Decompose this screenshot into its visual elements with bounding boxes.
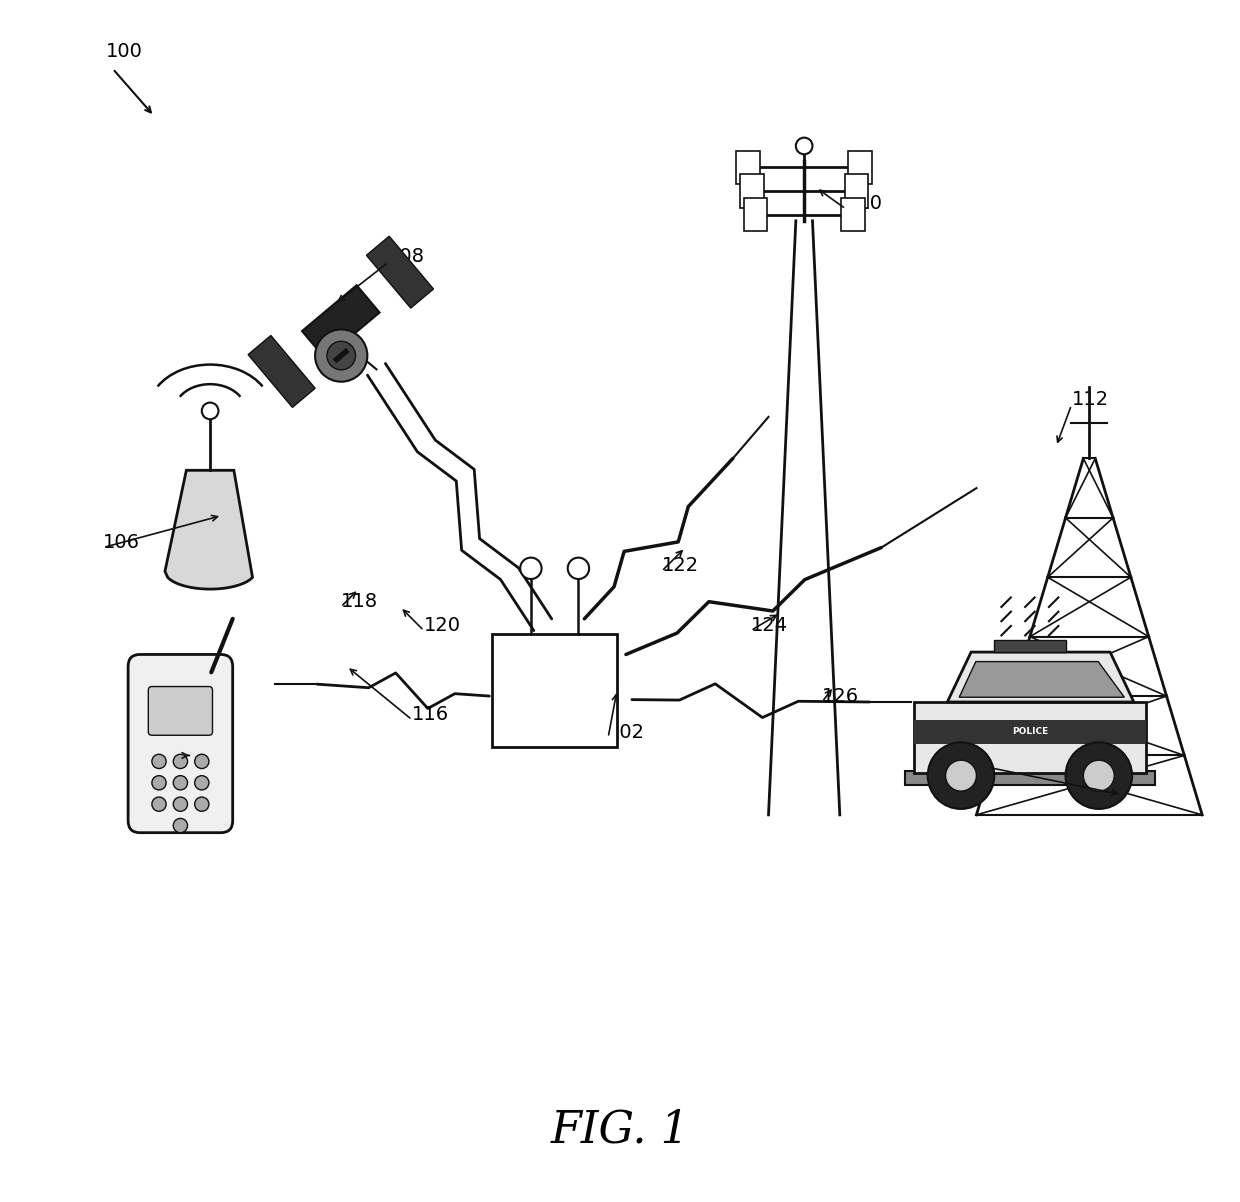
Circle shape	[195, 797, 208, 811]
Bar	[740, 174, 764, 208]
Circle shape	[202, 403, 218, 419]
Bar	[914, 702, 1146, 773]
Text: 116: 116	[412, 704, 449, 724]
Text: 122: 122	[662, 557, 698, 576]
Polygon shape	[165, 470, 253, 589]
Bar	[904, 770, 1156, 785]
Circle shape	[1065, 743, 1132, 809]
FancyBboxPatch shape	[128, 654, 233, 833]
Bar	[848, 150, 872, 184]
Circle shape	[521, 558, 542, 579]
Circle shape	[151, 775, 166, 790]
Bar	[914, 720, 1146, 744]
Text: 110: 110	[846, 194, 883, 213]
FancyBboxPatch shape	[149, 686, 212, 736]
Bar	[492, 633, 618, 746]
Polygon shape	[248, 335, 315, 407]
Circle shape	[151, 797, 166, 811]
Text: 102: 102	[608, 722, 645, 742]
Text: 104: 104	[186, 740, 223, 760]
Circle shape	[327, 341, 356, 370]
Polygon shape	[367, 237, 434, 308]
Circle shape	[151, 755, 166, 768]
Polygon shape	[303, 285, 379, 358]
Text: 114: 114	[988, 752, 1025, 772]
Circle shape	[946, 760, 976, 791]
Bar	[841, 198, 864, 232]
Bar	[744, 198, 768, 232]
Text: 112: 112	[1071, 389, 1109, 409]
Bar	[844, 174, 868, 208]
Text: 100: 100	[105, 42, 143, 61]
Circle shape	[174, 797, 187, 811]
Circle shape	[174, 755, 187, 768]
Circle shape	[796, 138, 812, 154]
Circle shape	[1084, 760, 1115, 791]
Circle shape	[195, 755, 208, 768]
Text: 108: 108	[388, 248, 425, 267]
Text: FIG. 1: FIG. 1	[551, 1108, 689, 1152]
Circle shape	[174, 819, 187, 833]
Circle shape	[928, 743, 994, 809]
Text: 126: 126	[822, 688, 859, 706]
Circle shape	[174, 775, 187, 790]
Circle shape	[568, 558, 589, 579]
Text: 124: 124	[750, 615, 787, 635]
Polygon shape	[960, 661, 1125, 697]
Circle shape	[315, 329, 367, 382]
Circle shape	[195, 775, 208, 790]
Text: 120: 120	[424, 615, 461, 635]
Text: POLICE: POLICE	[1012, 727, 1048, 736]
Text: 118: 118	[341, 591, 378, 611]
Polygon shape	[947, 653, 1133, 702]
Text: 106: 106	[103, 532, 140, 552]
Bar	[737, 150, 760, 184]
Bar	[994, 641, 1065, 653]
